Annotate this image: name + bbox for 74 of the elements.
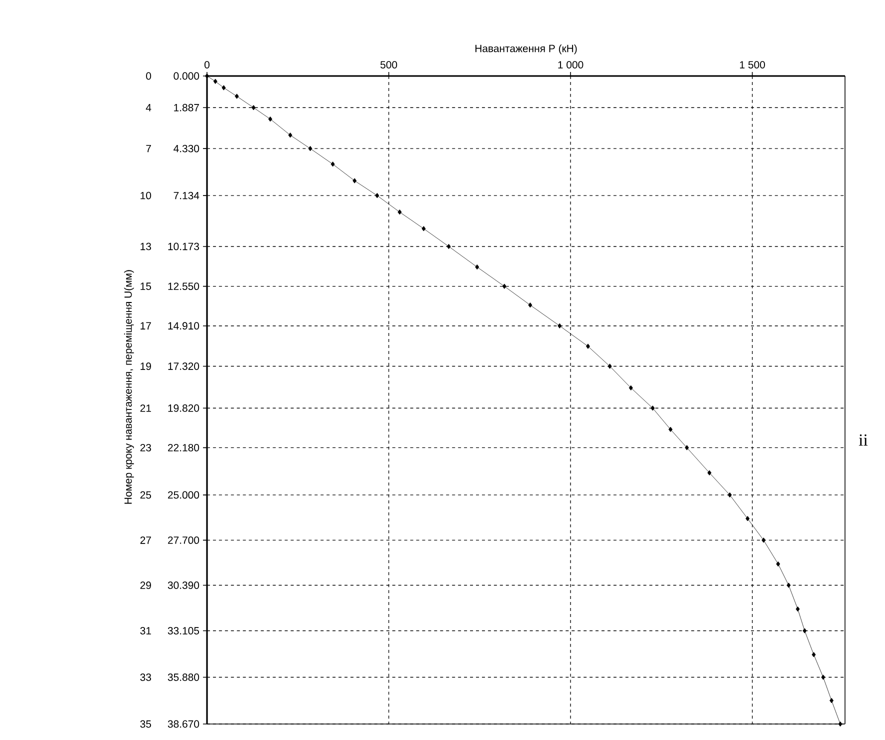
x-tick-label: 0 <box>204 61 210 68</box>
point <box>308 146 312 152</box>
point <box>728 492 732 498</box>
point <box>838 721 842 727</box>
point <box>352 178 357 184</box>
point <box>812 652 816 658</box>
y-tick-label: 38.670 <box>168 720 200 728</box>
y-tick-label: 14.910 <box>168 322 200 330</box>
text: 23 <box>140 444 152 452</box>
text: 35 <box>140 720 152 728</box>
y-tick-label: 25.000 <box>168 491 200 499</box>
point <box>375 192 380 198</box>
y-axis-title: Номер кроку навантаження, переміщення U(мм) <box>124 270 134 504</box>
y-tick-label: 10.173 <box>168 242 200 250</box>
point <box>608 364 612 369</box>
point <box>288 132 292 138</box>
x-tick-label: 500 <box>380 61 398 68</box>
text: 13 <box>140 242 152 250</box>
point <box>330 162 335 167</box>
point <box>475 264 480 270</box>
point <box>268 116 272 122</box>
text: 29 <box>140 582 151 589</box>
point <box>234 94 239 99</box>
y-tick-label: 1.887 <box>174 104 199 112</box>
point <box>786 582 791 588</box>
point <box>558 323 562 328</box>
point <box>422 226 426 232</box>
point <box>684 445 689 450</box>
y-tick-label: 35.880 <box>168 674 200 681</box>
text: іі <box>858 434 868 446</box>
text: 27 <box>140 536 151 544</box>
y-tick-label: 27.700 <box>168 536 200 544</box>
y-tick-label: 30.390 <box>168 582 200 589</box>
point <box>821 674 826 680</box>
point <box>586 344 590 349</box>
point <box>668 426 673 432</box>
x-axis-title: Навантаження P (кН) <box>475 44 577 54</box>
y-tick-label: 17.320 <box>168 362 200 370</box>
y-tick-label: 4.330 <box>174 144 200 152</box>
point <box>252 105 256 110</box>
point <box>528 302 532 308</box>
y-tick-label: 19.820 <box>168 404 200 412</box>
point <box>398 209 402 215</box>
text: 15 <box>140 282 152 290</box>
text: 21 <box>140 404 151 412</box>
point <box>796 606 800 612</box>
text: 7 <box>146 144 151 152</box>
y-tick-label: 33.105 <box>168 627 200 634</box>
point <box>213 78 218 84</box>
text: 0 <box>146 72 152 80</box>
point <box>762 538 766 543</box>
point <box>446 244 451 250</box>
point <box>628 385 633 390</box>
y-tick-label: 0.000 <box>174 72 200 80</box>
point <box>707 470 712 476</box>
point <box>650 406 655 411</box>
point <box>746 516 750 522</box>
text: 17 <box>140 322 151 330</box>
text: 4 <box>146 104 152 112</box>
point <box>802 628 807 634</box>
point <box>830 698 834 704</box>
x-tick-label: 1 000 <box>558 61 584 68</box>
text: 10 <box>140 192 152 200</box>
y-tick-label: 7.134 <box>174 192 200 200</box>
y-tick-label: 22.180 <box>168 444 200 452</box>
point <box>776 561 780 567</box>
text: 31 <box>140 627 151 634</box>
text: 33 <box>140 674 152 681</box>
x-tick-label: 1 500 <box>740 61 765 68</box>
text: 25 <box>140 491 152 499</box>
point <box>222 85 226 90</box>
y-tick-label: 12.550 <box>168 282 200 290</box>
text: 19 <box>140 362 151 370</box>
point <box>502 284 506 289</box>
